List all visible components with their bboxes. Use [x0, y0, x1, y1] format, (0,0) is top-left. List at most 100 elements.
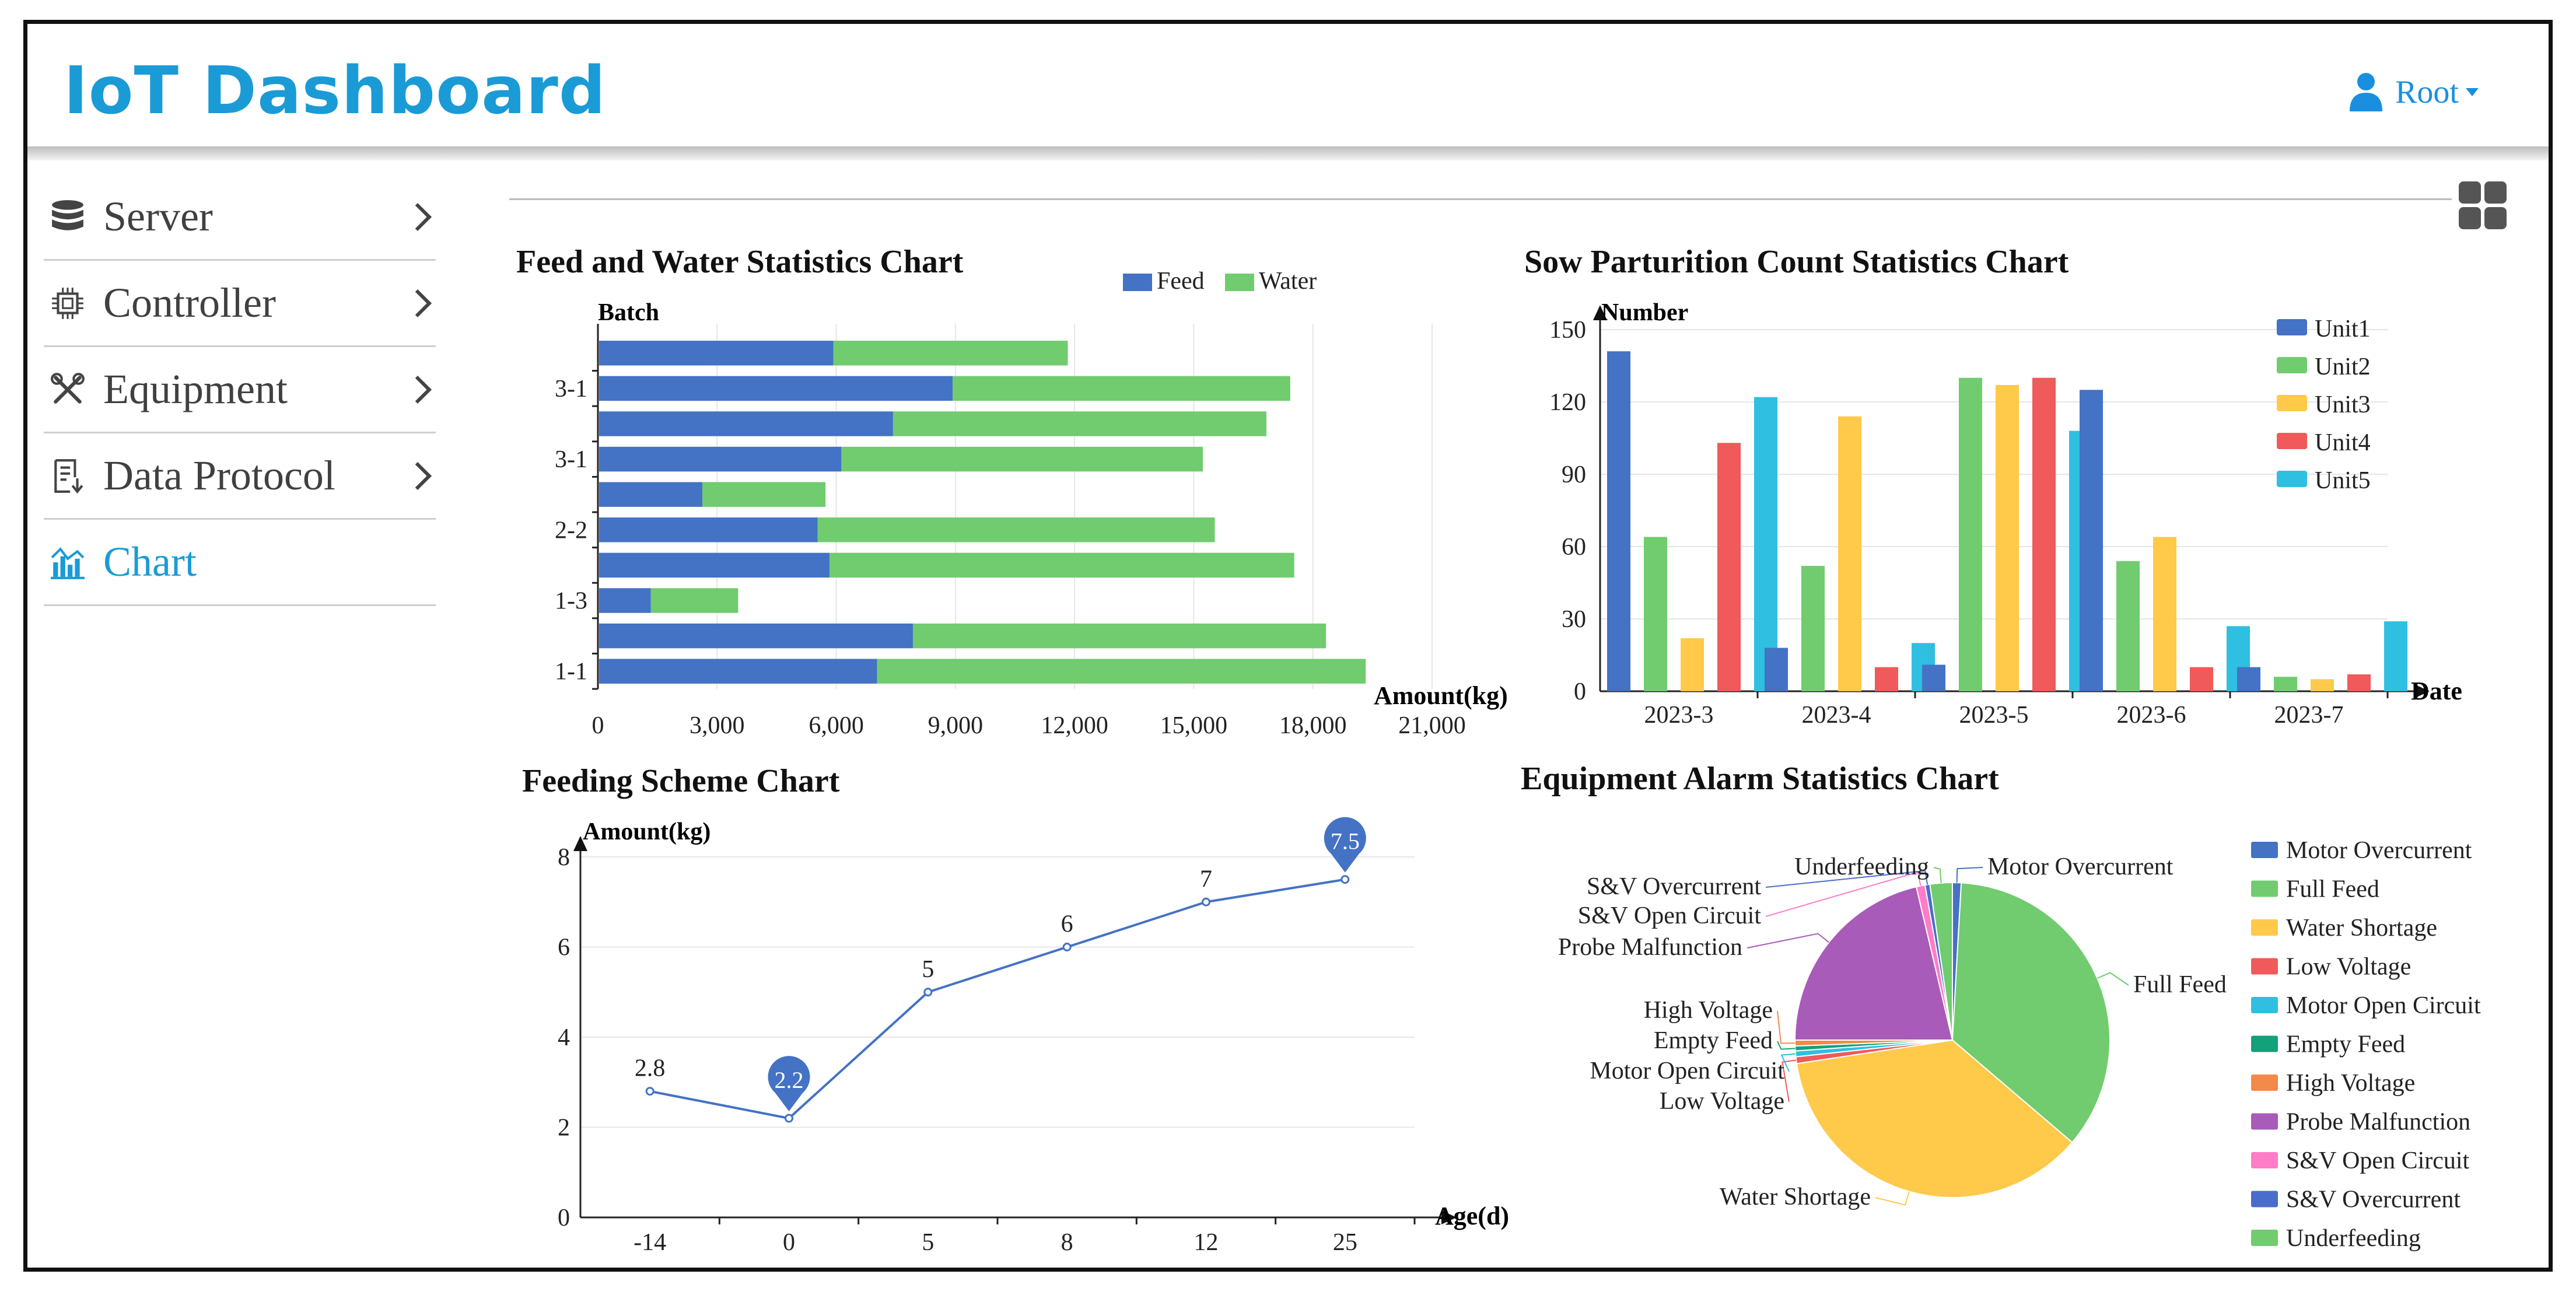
bar — [2080, 390, 2103, 691]
chart-title: Equipment Alarm Statistics Chart — [1521, 761, 1999, 797]
data-point — [1340, 875, 1350, 884]
x-axis-arrow — [1441, 1210, 1457, 1224]
sidebar: Server Controller Equipment Data Protoco… — [44, 174, 436, 606]
legend-swatch — [2277, 319, 2307, 335]
y-axis-label: Batch — [598, 299, 659, 326]
sidebar-item-server[interactable]: Server — [44, 174, 436, 261]
y-tick-label: 60 — [1562, 534, 1586, 561]
legend-label: Water Shortage — [2286, 915, 2437, 942]
series-line — [649, 878, 1346, 1120]
feed-bar — [599, 482, 703, 507]
sidebar-item-controller[interactable]: Controller — [44, 261, 436, 347]
content-divider — [509, 198, 2452, 200]
water-bar — [650, 588, 738, 613]
legend-label: Empty Feed — [2286, 1031, 2405, 1058]
chevron-right-icon — [403, 461, 432, 490]
bar — [1838, 416, 1861, 691]
bar — [2032, 377, 2056, 691]
slice-label: High Voltage — [1644, 997, 1773, 1024]
chip-icon — [47, 283, 88, 324]
data-point — [1202, 897, 1210, 907]
grid-layout-icon[interactable] — [2458, 180, 2508, 230]
legend-label: Unit1 — [2315, 316, 2371, 342]
y-axis-label: Number — [1601, 299, 1688, 326]
legend-label: High Voltage — [2286, 1070, 2415, 1097]
app-title: IoT Dashboard — [64, 53, 607, 129]
legend-label: Water — [1259, 268, 1317, 295]
legend-swatch — [2277, 433, 2307, 449]
legend-label: Unit5 — [2315, 467, 2371, 494]
tools-icon — [47, 369, 88, 410]
slice-label: Low Voltage — [1660, 1088, 1784, 1115]
leader-line — [1746, 933, 1829, 949]
legend-label: Probe Malfunction — [2286, 1109, 2470, 1136]
legend-swatch — [2277, 395, 2307, 411]
user-icon — [2350, 73, 2383, 111]
legend-label: Unit4 — [2315, 429, 2371, 456]
data-label: 6 — [1061, 911, 1073, 938]
x-tick-label: 9,000 — [928, 712, 984, 739]
bar — [1801, 566, 1825, 691]
sidebar-item-label: Server — [103, 193, 213, 240]
bar — [2116, 561, 2140, 691]
feed-bar — [599, 588, 651, 613]
y-tick-label: 1-3 — [555, 588, 587, 615]
legend-label: Unit3 — [2315, 391, 2371, 418]
slice-label: Full Feed — [2133, 971, 2227, 998]
y-tick-label: 2 — [558, 1115, 570, 1142]
sow-parturition-chart: 0 30 60 90 120 150 Number Date 2023-3 2023-4 2023-… — [1549, 299, 2462, 729]
sidebar-item-equipment[interactable]: Equipment — [44, 347, 436, 433]
x-tick-label: 12,000 — [1041, 712, 1108, 739]
header-shadow — [27, 146, 2549, 160]
bar — [2274, 677, 2297, 691]
x-tick-label: 3,000 — [690, 712, 745, 739]
legend-label: Underfeeding — [2286, 1225, 2421, 1252]
database-icon — [47, 197, 88, 237]
bar — [2384, 621, 2407, 691]
x-tick-label: 2023-4 — [1802, 702, 1871, 729]
bar — [1717, 443, 1741, 691]
chevron-right-icon — [403, 375, 432, 404]
slice-label: Probe Malfunction — [1558, 934, 1742, 961]
legend-label: Low Voltage — [2286, 954, 2411, 981]
legend-swatch — [2251, 997, 2278, 1013]
x-axis-arrow — [2414, 684, 2430, 698]
legend-label: S&V Open Circuit — [2286, 1147, 2470, 1174]
x-tick-label: 2023-5 — [1959, 702, 2029, 729]
bar — [1754, 397, 1777, 691]
marker-label: 2.2 — [775, 1067, 804, 1093]
bar — [1765, 648, 1788, 691]
sidebar-item-label: Equipment — [103, 366, 288, 412]
y-tick-label: 30 — [1562, 606, 1586, 633]
legend-swatch — [2251, 1113, 2278, 1130]
y-tick-label: 3-1 — [555, 376, 587, 402]
sidebar-item-data-protocol[interactable]: Data Protocol — [44, 433, 436, 520]
y-tick-label: 4 — [558, 1024, 570, 1051]
legend-label: Unit2 — [2315, 354, 2371, 380]
water-bar — [892, 411, 1266, 436]
water-bar — [817, 517, 1215, 542]
app-frame: IoT Dashboard Root Server Controller — [23, 20, 2553, 1272]
feed-bar — [599, 552, 830, 578]
x-tick-label: 8 — [1061, 1229, 1073, 1256]
user-menu[interactable]: Root — [2348, 72, 2479, 113]
x-axis-label: Date — [2411, 677, 2462, 705]
marker-pin — [768, 1056, 810, 1112]
document-icon — [47, 456, 88, 496]
y-tick-label: 150 — [1549, 317, 1586, 344]
bar — [2311, 679, 2334, 691]
x-tick-label: 15,000 — [1160, 712, 1228, 739]
water-bar — [841, 446, 1203, 472]
y-axis-arrow — [1593, 305, 1607, 320]
sidebar-item-label: Data Protocol — [103, 452, 335, 499]
pie-slice — [1794, 886, 1954, 1041]
legend-swatch — [1123, 274, 1152, 291]
x-axis-label: Age(d) — [1435, 1202, 1509, 1230]
chevron-right-icon — [403, 289, 432, 317]
feed-bar — [599, 376, 953, 401]
x-axis-label: Amount(kg) — [1374, 681, 1508, 710]
y-tick-label: 1-1 — [555, 659, 587, 685]
y-tick-label: 3-1 — [555, 446, 587, 473]
sidebar-item-chart[interactable]: Chart — [44, 520, 436, 606]
bar — [2190, 667, 2213, 691]
